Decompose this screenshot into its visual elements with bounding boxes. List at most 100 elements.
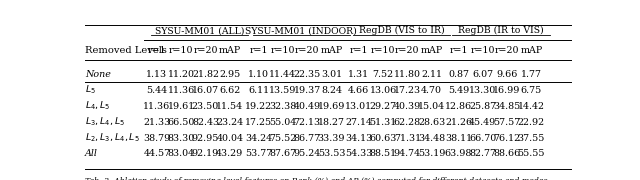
Text: r=10: r=10	[169, 46, 193, 55]
Text: 55.55: 55.55	[518, 149, 545, 158]
Text: 87.67: 87.67	[269, 149, 296, 158]
Text: 13.59: 13.59	[269, 86, 296, 95]
Text: 6.62: 6.62	[219, 86, 241, 95]
Text: 37.55: 37.55	[518, 134, 545, 143]
Text: 2.11: 2.11	[421, 70, 442, 79]
Text: 16.99: 16.99	[493, 86, 521, 95]
Text: 17.25: 17.25	[245, 118, 272, 127]
Text: 1.13: 1.13	[147, 70, 168, 79]
Text: 6.11: 6.11	[248, 86, 269, 95]
Text: 66.50: 66.50	[168, 118, 195, 127]
Text: r=20: r=20	[193, 46, 218, 55]
Text: 7.52: 7.52	[372, 70, 394, 79]
Text: r=1: r=1	[148, 46, 166, 55]
Text: 92.95: 92.95	[192, 134, 219, 143]
Text: mAP: mAP	[420, 46, 443, 55]
Text: 55.04: 55.04	[269, 118, 296, 127]
Text: 45.49: 45.49	[469, 118, 497, 127]
Text: 28.63: 28.63	[418, 118, 445, 127]
Text: r=1: r=1	[449, 46, 468, 55]
Text: 12.86: 12.86	[445, 102, 472, 111]
Text: 82.77: 82.77	[469, 149, 496, 158]
Text: 40.39: 40.39	[394, 102, 421, 111]
Text: 23.24: 23.24	[216, 118, 243, 127]
Text: 32.38: 32.38	[269, 102, 296, 111]
Text: 19.22: 19.22	[245, 102, 272, 111]
Text: 27.14: 27.14	[345, 118, 372, 127]
Text: r=10: r=10	[371, 46, 396, 55]
Text: $L_4, L_5$: $L_4, L_5$	[85, 100, 111, 112]
Text: 5.49: 5.49	[448, 86, 469, 95]
Text: 23.50: 23.50	[192, 102, 219, 111]
Text: r=20: r=20	[495, 46, 519, 55]
Text: 4.70: 4.70	[421, 86, 442, 95]
Text: mAP: mAP	[219, 46, 241, 55]
Text: 54.33: 54.33	[345, 149, 372, 158]
Text: 19.69: 19.69	[318, 102, 345, 111]
Text: 6.07: 6.07	[472, 70, 493, 79]
Text: 21.82: 21.82	[192, 70, 219, 79]
Text: 76.12: 76.12	[493, 134, 520, 143]
Text: 40.49: 40.49	[294, 102, 321, 111]
Text: 38.11: 38.11	[445, 134, 472, 143]
Text: 95.24: 95.24	[294, 149, 321, 158]
Text: 94.74: 94.74	[394, 149, 421, 158]
Text: r=20: r=20	[295, 46, 319, 55]
Text: 66.70: 66.70	[469, 134, 497, 143]
Text: 44.57: 44.57	[143, 149, 170, 158]
Text: mAP: mAP	[321, 46, 342, 55]
Text: 16.07: 16.07	[192, 86, 219, 95]
Text: 3.01: 3.01	[321, 70, 342, 79]
Text: RegDB (VIS to IR): RegDB (VIS to IR)	[358, 26, 444, 35]
Text: 34.13: 34.13	[345, 134, 372, 143]
Text: 83.04: 83.04	[168, 149, 195, 158]
Text: 19.61: 19.61	[168, 102, 195, 111]
Text: 14.42: 14.42	[518, 102, 545, 111]
Text: All: All	[85, 149, 98, 158]
Text: r=1: r=1	[349, 46, 368, 55]
Text: 53.53: 53.53	[317, 149, 345, 158]
Text: 11.36: 11.36	[168, 86, 195, 95]
Text: 13.30: 13.30	[469, 86, 497, 95]
Text: 38.79: 38.79	[143, 134, 170, 143]
Text: 88.66: 88.66	[493, 149, 521, 158]
Text: 1.10: 1.10	[248, 70, 269, 79]
Text: 4.66: 4.66	[348, 86, 369, 95]
Text: 11.20: 11.20	[168, 70, 195, 79]
Text: 11.44: 11.44	[269, 70, 296, 79]
Text: 71.31: 71.31	[394, 134, 421, 143]
Text: r=10: r=10	[271, 46, 295, 55]
Text: $L_5$: $L_5$	[85, 84, 96, 96]
Text: 6.75: 6.75	[521, 86, 542, 95]
Text: 34.24: 34.24	[245, 134, 272, 143]
Text: 11.54: 11.54	[216, 102, 243, 111]
Text: 2.95: 2.95	[219, 70, 241, 79]
Text: 22.35: 22.35	[294, 70, 321, 79]
Text: 33.39: 33.39	[317, 134, 345, 143]
Text: 88.51: 88.51	[369, 149, 397, 158]
Text: mAP: mAP	[520, 46, 543, 55]
Text: 15.04: 15.04	[418, 102, 445, 111]
Text: 29.27: 29.27	[369, 102, 397, 111]
Text: 92.19: 92.19	[192, 149, 219, 158]
Text: 8.24: 8.24	[321, 86, 342, 95]
Text: 11.36: 11.36	[143, 102, 170, 111]
Text: 5.44: 5.44	[147, 86, 168, 95]
Text: RegDB (IR to VIS): RegDB (IR to VIS)	[458, 26, 544, 35]
Text: 34.85: 34.85	[493, 102, 521, 111]
Text: 13.01: 13.01	[345, 102, 372, 111]
Text: 51.31: 51.31	[369, 118, 397, 127]
Text: 82.43: 82.43	[192, 118, 219, 127]
Text: 9.66: 9.66	[497, 70, 518, 79]
Text: 18.27: 18.27	[318, 118, 345, 127]
Text: $L_3, L_4, L_5$: $L_3, L_4, L_5$	[85, 116, 125, 128]
Text: 1.77: 1.77	[521, 70, 542, 79]
Text: 22.92: 22.92	[518, 118, 545, 127]
Text: 72.13: 72.13	[294, 118, 321, 127]
Text: 13.06: 13.06	[369, 86, 397, 95]
Text: 75.52: 75.52	[269, 134, 296, 143]
Text: 53.19: 53.19	[418, 149, 445, 158]
Text: r=20: r=20	[395, 46, 420, 55]
Text: 60.63: 60.63	[369, 134, 397, 143]
Text: r=1: r=1	[250, 46, 268, 55]
